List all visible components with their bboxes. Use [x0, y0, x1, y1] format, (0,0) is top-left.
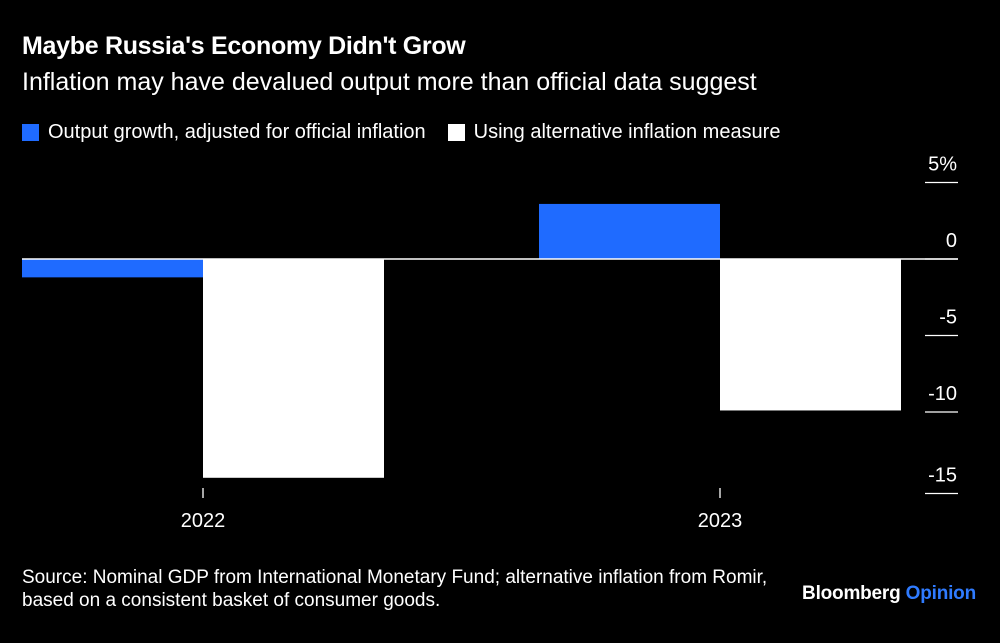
legend-label-alternative: Using alternative inflation measure: [473, 121, 781, 143]
bar-alternative-2023: [720, 259, 901, 411]
y-tick-label-0: 0: [946, 230, 957, 252]
y-tick-label-5%: 5%: [928, 154, 957, 176]
chart-title: Maybe Russia's Economy Didn't Grow: [22, 32, 466, 60]
legend-swatch-official: [22, 124, 39, 141]
x-tick-label-2023: 2023: [698, 510, 743, 532]
chart-subtitle: Inflation may have devalued output more …: [22, 68, 757, 96]
y-tick-label--15: -15: [928, 465, 957, 487]
y-tick-label--10: -10: [928, 383, 957, 405]
x-tick-label-2022: 2022: [181, 510, 226, 532]
bar-official-2023: [539, 203, 720, 259]
bar-alternative-2022: [203, 259, 384, 478]
legend-label-official: Output growth, adjusted for official inf…: [48, 121, 426, 143]
brand-accent: Opinion: [905, 583, 977, 604]
brand-name: Bloomberg: [802, 583, 901, 604]
legend-item-official: Output growth, adjusted for official inf…: [22, 121, 426, 144]
legend-swatch-alternative: [447, 124, 465, 141]
legend-item-alternative: Using alternative inflation measure: [447, 121, 781, 144]
source-note: Source: Nominal GDP from International M…: [22, 567, 768, 611]
y-tick-label--5: -5: [939, 307, 957, 329]
bar-official-2022: [22, 259, 203, 278]
legend: Output growth, adjusted for official inf…: [22, 121, 802, 144]
brand-logo: Bloomberg Opinion: [802, 583, 976, 605]
